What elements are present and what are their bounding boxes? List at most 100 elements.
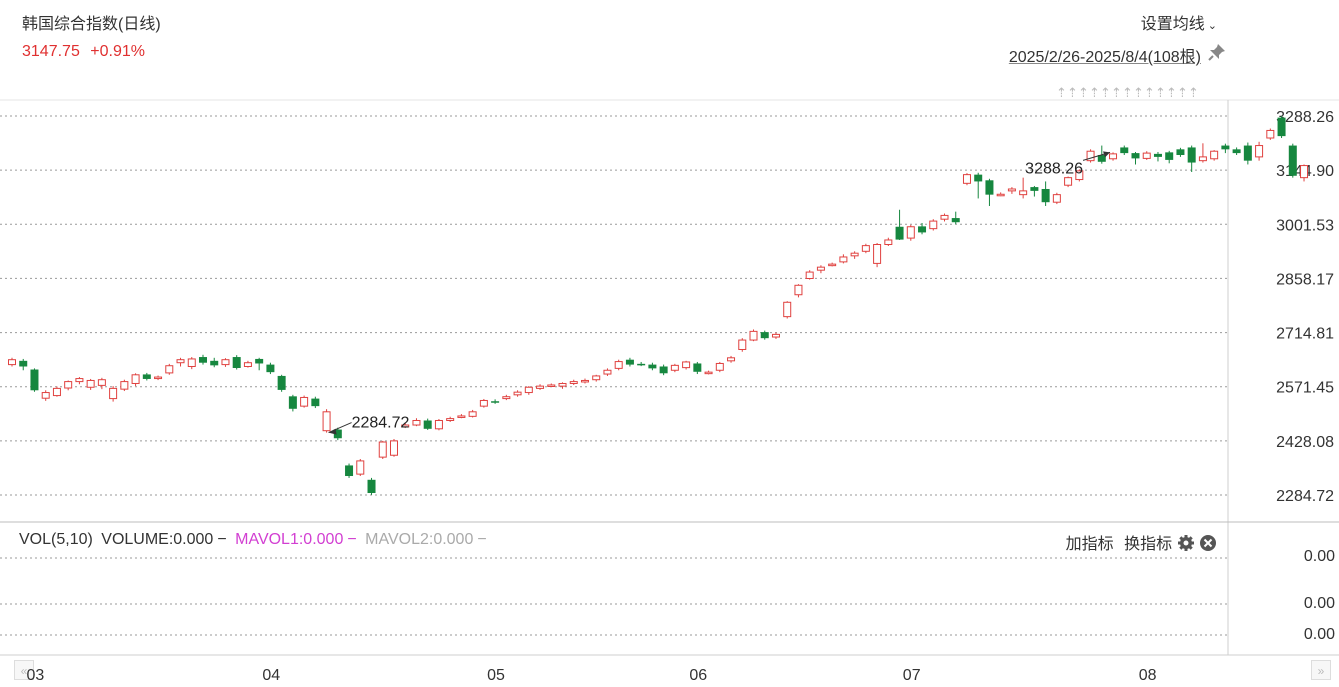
candle-body xyxy=(52,387,61,397)
candle-body xyxy=(659,366,668,374)
switch-indicator-button[interactable]: 换指标 xyxy=(1124,536,1173,553)
candle-body xyxy=(873,244,882,264)
candle-body xyxy=(895,226,904,240)
max-price-label: 3288.26 xyxy=(1025,160,1083,177)
candle-body xyxy=(614,361,623,369)
candle-body xyxy=(8,359,16,366)
candle-body xyxy=(794,284,803,296)
candle-body xyxy=(1007,188,1016,192)
x-tick-label: 04 xyxy=(262,667,281,684)
gear-icon[interactable] xyxy=(1177,534,1195,552)
candle-body xyxy=(19,360,28,367)
min-price-label: 2284.72 xyxy=(352,415,410,432)
candle-body xyxy=(929,220,938,230)
candle-body xyxy=(1300,165,1309,179)
candle-body xyxy=(356,460,365,475)
candle-body xyxy=(1131,153,1140,159)
candle-body xyxy=(277,375,286,390)
candle-body xyxy=(1086,150,1095,162)
ma-settings-button[interactable]: 设置均线 ⌄ xyxy=(1141,10,1217,34)
candle-body xyxy=(558,382,567,387)
y-tick-label: 2714.81 xyxy=(1276,326,1334,343)
candle-body xyxy=(603,369,612,375)
pin-icon[interactable] xyxy=(1207,42,1227,62)
up-arrow-icon: ⇡ xyxy=(1089,86,1100,101)
candle-body xyxy=(198,357,207,363)
candle-body xyxy=(30,369,39,391)
volume-legend: VOL(5,10) VOLUME:0.000− MAVOL1:0.000− MA… xyxy=(19,531,487,548)
candle-body xyxy=(1255,145,1264,158)
candle-body xyxy=(974,174,983,182)
candle-body xyxy=(1019,190,1028,196)
candle-body xyxy=(637,363,646,366)
candle-body xyxy=(165,365,174,374)
up-arrow-icon: ⇡ xyxy=(1166,86,1177,101)
price-line: 3147.75 +0.91% xyxy=(22,43,151,61)
x-tick-label: 07 xyxy=(902,667,921,684)
candle-body xyxy=(64,381,73,389)
candle-body xyxy=(1064,177,1073,186)
candle-body xyxy=(187,358,196,367)
x-tick-label: 03 xyxy=(26,667,45,684)
candle-body xyxy=(434,419,443,430)
candle-body xyxy=(232,357,241,368)
candle-body xyxy=(670,364,679,371)
up-arrow-icon: ⇡ xyxy=(1122,86,1133,101)
date-range-label[interactable]: 2025/2/26-2025/8/4(108根) xyxy=(1008,49,1201,66)
candle-body xyxy=(828,263,837,267)
annotation-arrow-head xyxy=(328,428,337,435)
candle-body xyxy=(423,420,432,429)
annotation-arrow-head xyxy=(1103,151,1111,158)
candle-body xyxy=(1041,188,1050,203)
up-arrow-icon: ⇡ xyxy=(1177,86,1188,101)
up-arrow-icon: ⇡ xyxy=(1188,86,1199,101)
candle-body xyxy=(760,332,769,339)
candle-body xyxy=(131,374,140,384)
candle-body xyxy=(378,441,387,458)
candle-body xyxy=(266,364,275,373)
candle-body xyxy=(816,266,825,271)
candle-body xyxy=(1142,152,1151,159)
close-icon[interactable] xyxy=(1199,534,1217,552)
up-arrow-icon: ⇡ xyxy=(1067,86,1078,101)
y-tick-label: 3001.53 xyxy=(1276,217,1334,234)
up-arrow-icon: ⇡ xyxy=(1144,86,1155,101)
candle-body xyxy=(569,381,578,384)
candle-body xyxy=(547,384,556,387)
candle-body xyxy=(97,379,106,386)
candle-body xyxy=(154,376,163,380)
mavol2-value: MAVOL2:0.000 xyxy=(365,531,474,548)
candle-body xyxy=(771,333,780,338)
scroll-right-button[interactable]: » xyxy=(1311,660,1331,680)
change-percent: +0.91% xyxy=(90,43,146,60)
up-arrow-icon: ⇡ xyxy=(1078,86,1089,101)
candle-body xyxy=(401,424,410,428)
candle-body xyxy=(951,218,960,223)
add-indicator-button[interactable]: 加指标 xyxy=(1065,536,1114,553)
indicator-tools: 加指标 换指标 xyxy=(1060,530,1217,554)
candle-body xyxy=(243,362,252,367)
candle-body xyxy=(693,363,702,372)
candle-body xyxy=(367,479,376,494)
y-tick-label: 2858.17 xyxy=(1276,271,1334,288)
candle-body xyxy=(1266,129,1275,139)
candle-body xyxy=(221,359,230,366)
candle-body xyxy=(1030,187,1039,191)
candle-body xyxy=(1198,156,1207,162)
candle-body xyxy=(389,440,398,456)
candle-body xyxy=(1097,154,1106,162)
candle-body xyxy=(1109,153,1118,160)
scroll-left-button[interactable]: « xyxy=(14,660,34,680)
candle-body xyxy=(1277,117,1286,137)
y-tick-label: 2571.45 xyxy=(1276,380,1334,397)
candle-body xyxy=(783,301,792,318)
vol-value: VOLUME:0.000 xyxy=(101,531,214,548)
up-arrow-icon: ⇡ xyxy=(1111,86,1122,101)
y-tick-label: 2284.72 xyxy=(1276,488,1334,505)
candle-body xyxy=(861,245,870,252)
candle-body xyxy=(1243,145,1252,161)
chevron-down-icon: ⌄ xyxy=(1207,20,1217,32)
vol-tick-label: 0.00 xyxy=(1303,595,1335,612)
candle-body xyxy=(727,357,736,362)
